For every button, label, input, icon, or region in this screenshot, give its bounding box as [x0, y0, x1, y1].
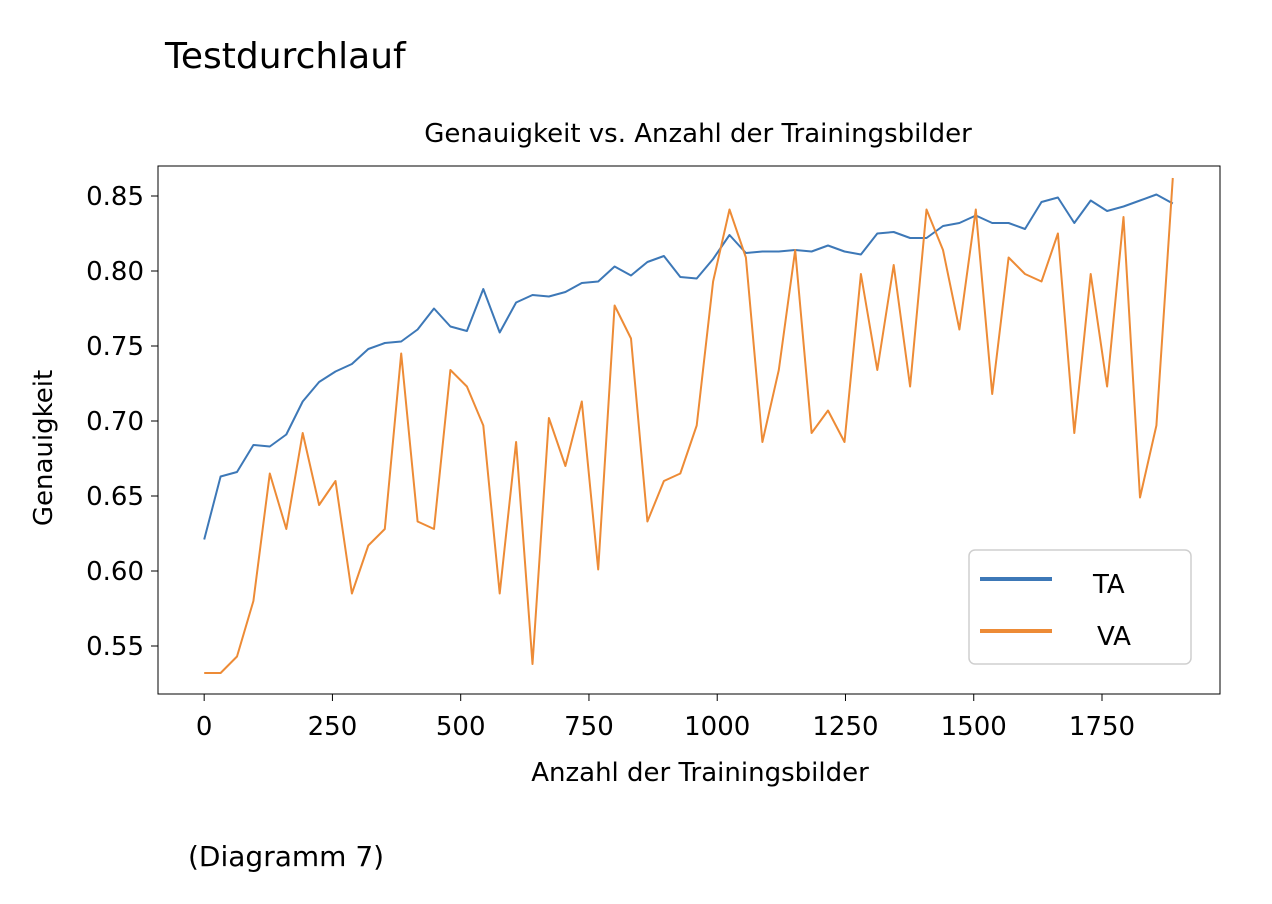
x-tick-label: 500 — [436, 712, 486, 742]
y-tick-label: 0.85 — [86, 182, 144, 212]
legend-box — [968, 549, 1192, 665]
series-line-ta — [203, 193, 1174, 540]
plot-frame — [157, 165, 1221, 695]
y-tick-label: 0.75 — [86, 332, 144, 362]
page-heading: Testdurchlauf — [165, 36, 406, 77]
y-axis-title: Genauigkeit — [29, 370, 59, 526]
y-tick-label: 0.70 — [86, 407, 144, 437]
x-tick-label: 1750 — [1069, 712, 1135, 742]
chart-title: Genauigkeit vs. Anzahl der Trainingsbild… — [424, 119, 972, 149]
y-tick-label: 0.60 — [86, 557, 144, 587]
x-tick-label: 1000 — [684, 712, 750, 742]
x-tick-label: 1250 — [812, 712, 878, 742]
y-tick-label: 0.55 — [86, 632, 144, 662]
x-tick-label: 0 — [196, 712, 213, 742]
figure-caption: (Diagramm 7) — [188, 840, 385, 873]
y-axis: 0.55 0.60 0.65 0.70 0.75 0.80 0.85 — [86, 182, 158, 662]
x-tick-label: 1500 — [941, 712, 1007, 742]
legend: TA VA — [968, 549, 1192, 665]
x-tick-label: 750 — [564, 712, 614, 742]
series-layer — [203, 177, 1174, 674]
x-axis-title: Anzahl der Trainingsbilder — [531, 758, 869, 788]
series-line-va — [204, 177, 1174, 674]
legend-label-va: VA — [1097, 622, 1131, 652]
x-tick-label: 250 — [308, 712, 358, 742]
y-tick-label: 0.80 — [86, 257, 144, 287]
x-axis: 0 250 500 750 1000 1250 1500 1750 — [196, 694, 1135, 742]
legend-label-ta: TA — [1092, 570, 1125, 600]
y-tick-label: 0.65 — [86, 482, 144, 512]
